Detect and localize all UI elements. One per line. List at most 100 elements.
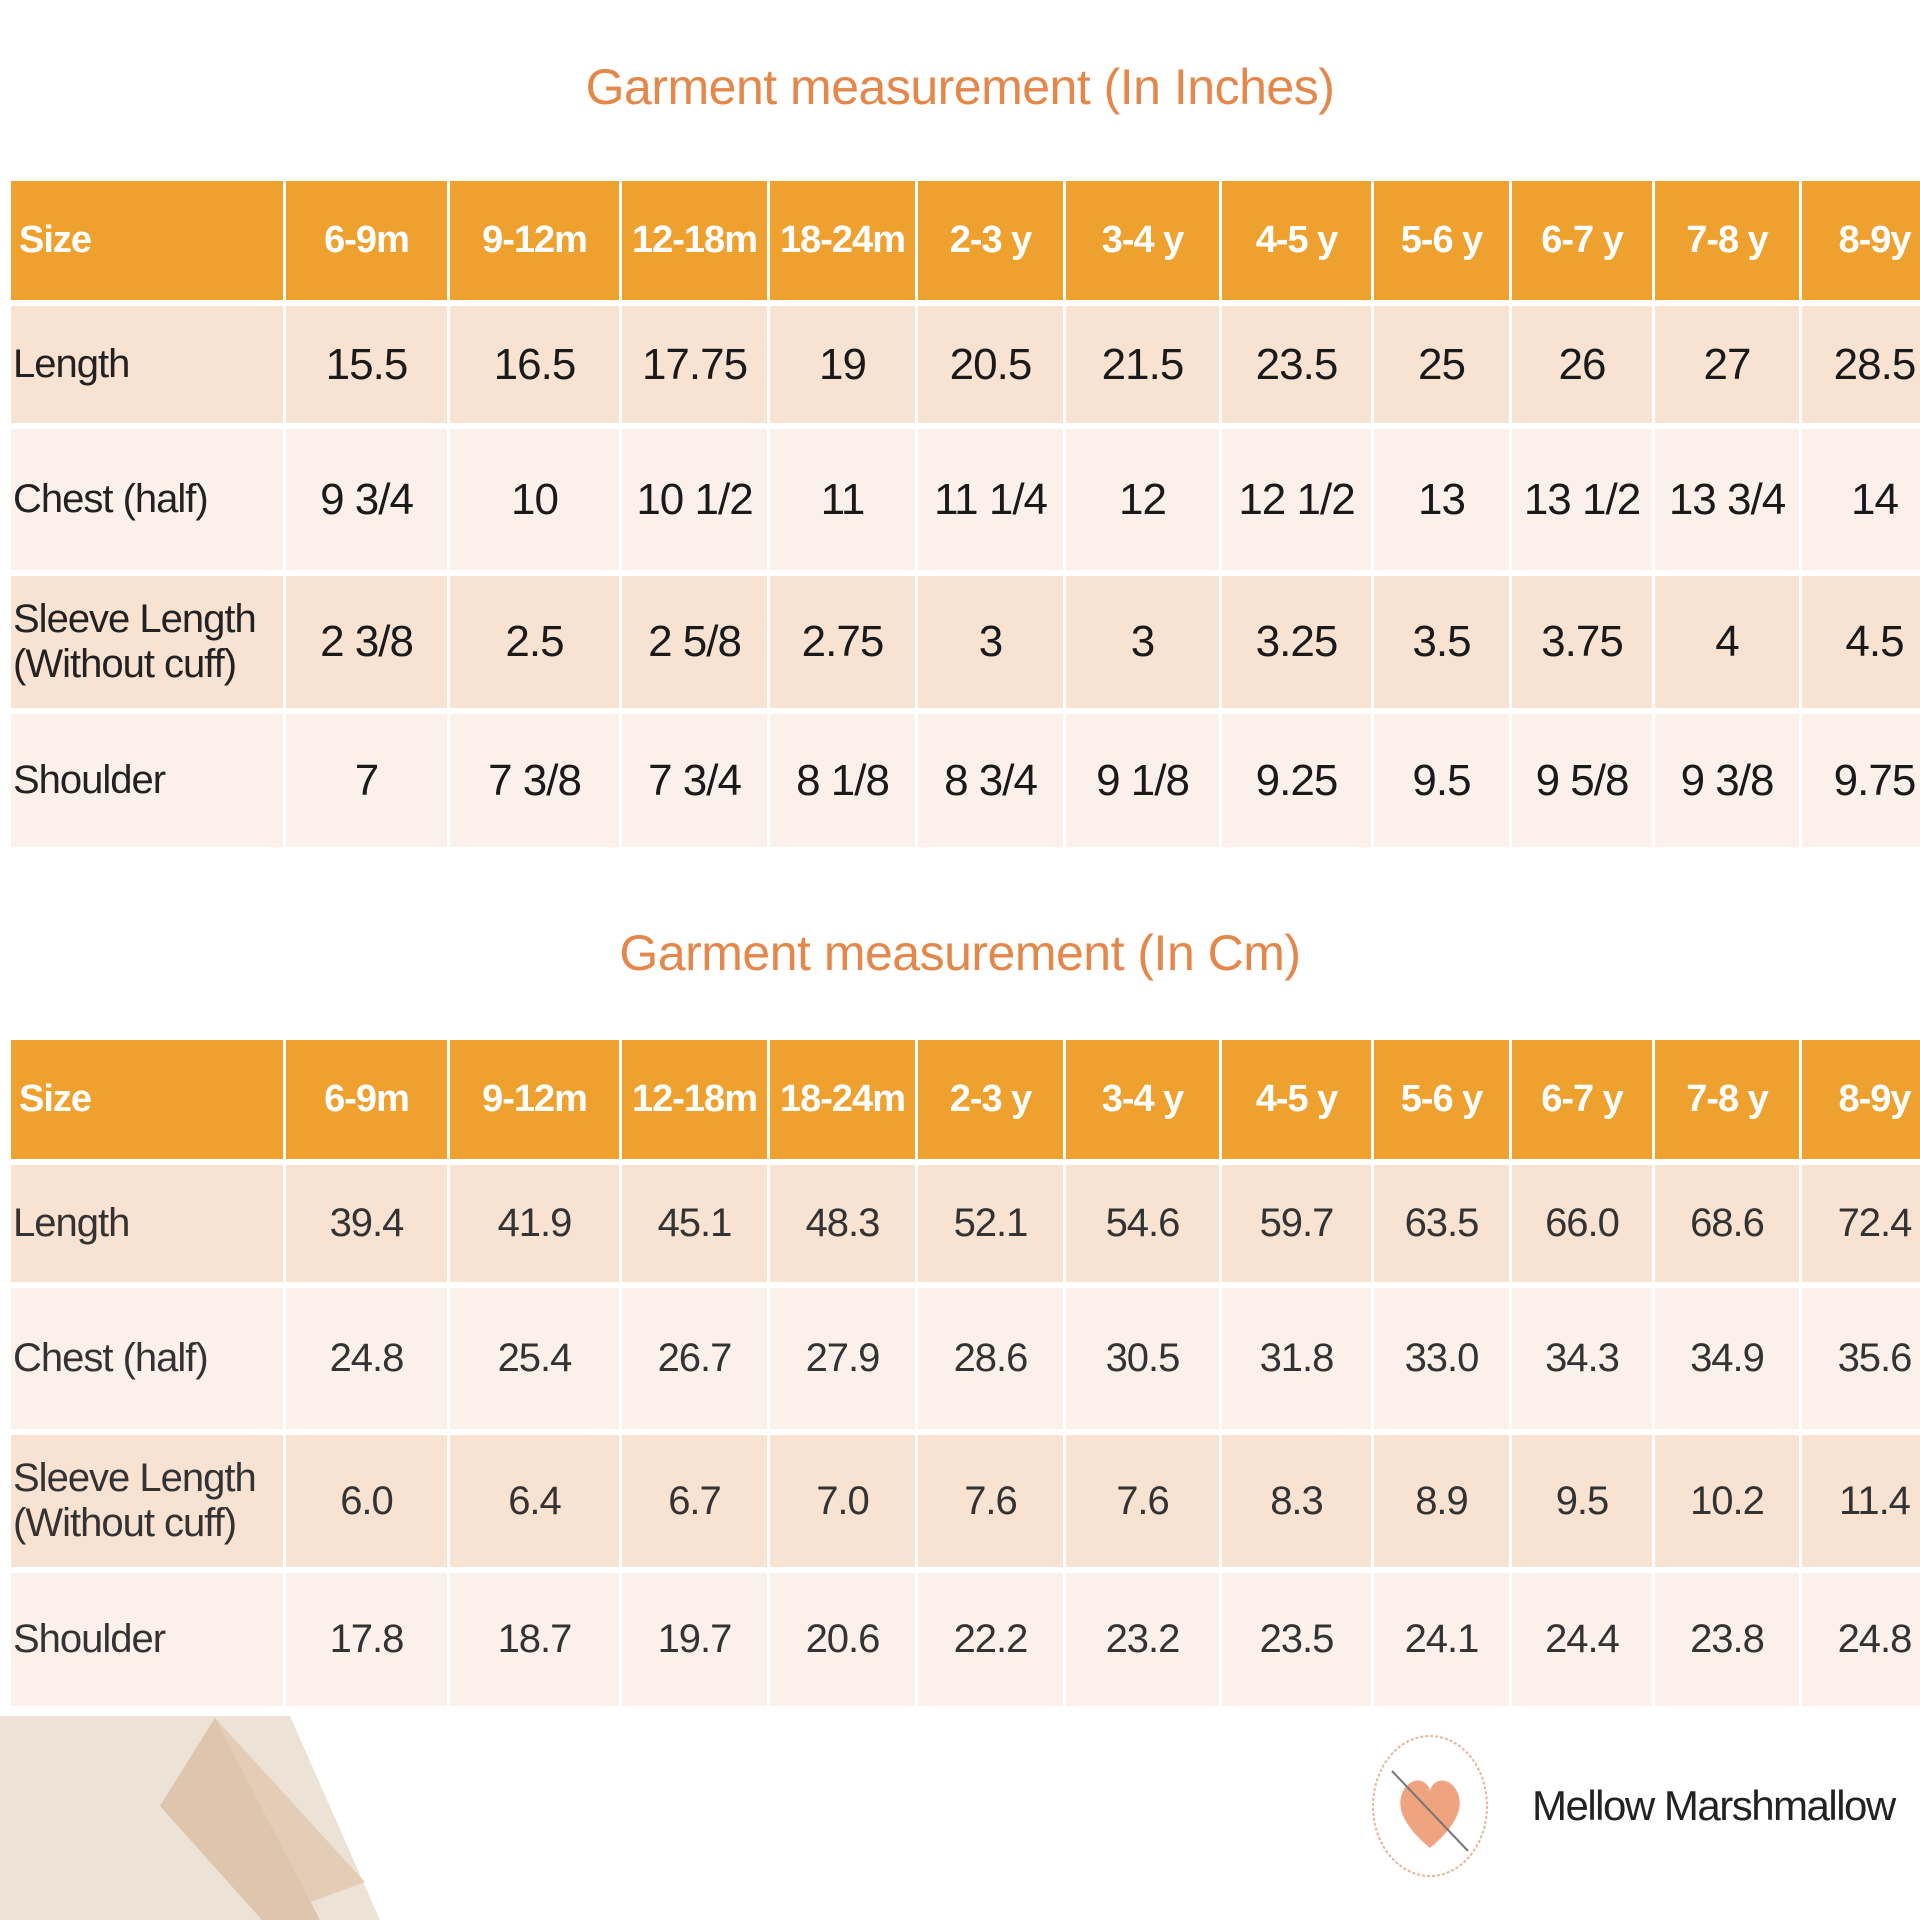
size-column-header: 6-7 y: [1512, 181, 1652, 300]
measurement-cell: 10.2: [1655, 1435, 1799, 1567]
measurement-cell: 6.4: [450, 1435, 619, 1567]
measurement-cell: 17.8: [286, 1573, 447, 1706]
measurement-cell: 25.4: [450, 1288, 619, 1429]
row-label: Length: [11, 1165, 283, 1282]
measurement-cell: 3.25: [1222, 576, 1371, 708]
measurement-cell: 24.8: [1802, 1573, 1920, 1706]
measurement-cell: 4: [1655, 576, 1799, 708]
measurement-cell: 34.9: [1655, 1288, 1799, 1429]
measurement-cell: 24.4: [1512, 1573, 1652, 1706]
size-column-header: 2-3 y: [918, 181, 1063, 300]
size-column-header: 3-4 y: [1066, 181, 1219, 300]
measurement-cell: 9.25: [1222, 714, 1371, 847]
size-column-header: 6-9m: [286, 1040, 447, 1159]
measurement-cell: 23.5: [1222, 306, 1371, 423]
measurement-cell: 9 1/8: [1066, 714, 1219, 847]
measurement-cell: 9 3/8: [1655, 714, 1799, 847]
table-row: Sleeve Length (Without cuff) 2 3/8 2.5 2 5/…: [11, 576, 1920, 708]
measurement-cell: 3.75: [1512, 576, 1652, 708]
table-row: Length 39.4 41.9 45.1 48.3 52.1 54.6 59.7 63.5 66…: [11, 1165, 1920, 1282]
measurement-cell: 9.75: [1802, 714, 1920, 847]
row-label: Shoulder: [11, 714, 283, 847]
measurement-cell: 10 1/2: [622, 429, 767, 570]
measurement-cell: 54.6: [1066, 1165, 1219, 1282]
size-column-header: 4-5 y: [1222, 1040, 1371, 1159]
measurement-cell: 31.8: [1222, 1288, 1371, 1429]
measurement-cell: 19.7: [622, 1573, 767, 1706]
row-label: Sleeve Length (Without cuff): [11, 576, 283, 708]
brand-name: Mellow Marshmallow: [1532, 1782, 1896, 1829]
row-label: Shoulder: [11, 1573, 283, 1706]
header-row: Size 6-9m 9-12m 12-18m 18-24m 2-3 y 3-4 y 4-5 y…: [11, 1040, 1920, 1159]
measurement-cell: 8.3: [1222, 1435, 1371, 1567]
measurement-cell: 21.5: [1066, 306, 1219, 423]
cm-size-table: Size 6-9m 9-12m 12-18m 18-24m 2-3 y 3-4 y 4-5 y…: [8, 1034, 1920, 1712]
measurement-cell: 3: [918, 576, 1063, 708]
measurement-cell: 12 1/2: [1222, 429, 1371, 570]
measurement-cell: 15.5: [286, 306, 447, 423]
measurement-cell: 35.6: [1802, 1288, 1920, 1429]
measurement-cell: 26: [1512, 306, 1652, 423]
cm-table-title: Garment measurement (In Cm): [619, 925, 1301, 981]
size-column-header: 9-12m: [450, 181, 619, 300]
measurement-cell: 22.2: [918, 1573, 1063, 1706]
row-label: Chest (half): [11, 1288, 283, 1429]
row-label: Chest (half): [11, 429, 283, 570]
measurement-cell: 33.0: [1374, 1288, 1509, 1429]
measurement-cell: 59.7: [1222, 1165, 1371, 1282]
measurement-cell: 52.1: [918, 1165, 1063, 1282]
size-column-header: 6-9m: [286, 181, 447, 300]
table-row: Length 15.5 16.5 17.75 19 20.5 21.5 23.5 25 26 27 2…: [11, 306, 1920, 423]
measurement-cell: 13 3/4: [1655, 429, 1799, 570]
decorative-shapes: [0, 1716, 380, 1920]
table-row: Chest (half) 9 3/4 10 10 1/2 11 11 1/4 12 12 1/…: [11, 429, 1920, 570]
measurement-cell: 72.4: [1802, 1165, 1920, 1282]
measurement-cell: 9 3/4: [286, 429, 447, 570]
inches-size-table: Size 6-9m 9-12m 12-18m 18-24m 2-3 y 3-4 y 4-5 y…: [8, 175, 1920, 853]
measurement-cell: 66.0: [1512, 1165, 1652, 1282]
size-column-header: 8-9y: [1802, 1040, 1920, 1159]
measurement-cell: 63.5: [1374, 1165, 1509, 1282]
size-column-header: 12-18m: [622, 1040, 767, 1159]
row-label: Length: [11, 306, 283, 423]
measurement-cell: 24.1: [1374, 1573, 1509, 1706]
measurement-cell: 7 3/4: [622, 714, 767, 847]
measurement-cell: 11.4: [1802, 1435, 1920, 1567]
size-header: Size: [11, 181, 283, 300]
size-column-header: 3-4 y: [1066, 1040, 1219, 1159]
measurement-cell: 41.9: [450, 1165, 619, 1282]
measurement-cell: 13 1/2: [1512, 429, 1652, 570]
measurement-cell: 68.6: [1655, 1165, 1799, 1282]
measurement-cell: 7.6: [918, 1435, 1063, 1567]
table-row: Sleeve Length (Without cuff) 6.0 6.4 6.7 7.0…: [11, 1435, 1920, 1567]
measurement-cell: 8 3/4: [918, 714, 1063, 847]
measurement-cell: 30.5: [1066, 1288, 1219, 1429]
measurement-cell: 4.5: [1802, 576, 1920, 708]
measurement-cell: 14: [1802, 429, 1920, 570]
table-row: Shoulder 17.8 18.7 19.7 20.6 22.2 23.2 23.5 24.1…: [11, 1573, 1920, 1706]
measurement-cell: 2.5: [450, 576, 619, 708]
measurement-cell: 11 1/4: [918, 429, 1063, 570]
measurement-cell: 16.5: [450, 306, 619, 423]
measurement-cell: 19: [770, 306, 915, 423]
measurement-cell: 18.7: [450, 1573, 619, 1706]
inches-table-title: Garment measurement (In Inches): [585, 59, 1335, 115]
row-label: Sleeve Length (Without cuff): [11, 1435, 283, 1567]
size-column-header: 18-24m: [770, 1040, 915, 1159]
size-column-header: 7-8 y: [1655, 181, 1799, 300]
size-column-header: 2-3 y: [918, 1040, 1063, 1159]
size-column-header: 5-6 y: [1374, 181, 1509, 300]
size-header: Size: [11, 1040, 283, 1159]
measurement-cell: 9.5: [1374, 714, 1509, 847]
measurement-cell: 26.7: [622, 1288, 767, 1429]
measurement-cell: 7.6: [1066, 1435, 1219, 1567]
measurement-cell: 28.6: [918, 1288, 1063, 1429]
measurement-cell: 2.75: [770, 576, 915, 708]
measurement-cell: 34.3: [1512, 1288, 1652, 1429]
yarn-heart-logo-icon: [1372, 1735, 1488, 1877]
measurement-cell: 9.5: [1512, 1435, 1652, 1567]
measurement-cell: 6.0: [286, 1435, 447, 1567]
size-column-header: 5-6 y: [1374, 1040, 1509, 1159]
measurement-cell: 13: [1374, 429, 1509, 570]
size-column-header: 8-9y: [1802, 181, 1920, 300]
